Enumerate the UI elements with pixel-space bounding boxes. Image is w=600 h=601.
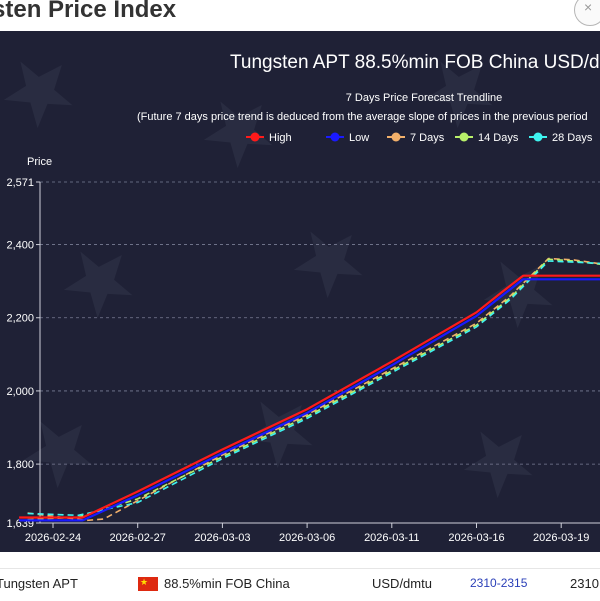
legend-label: High <box>269 132 292 144</box>
page-header: sten Price Index × <box>0 0 600 30</box>
x-tick-label: 2026-02-27 <box>110 532 166 544</box>
legend-marker <box>459 132 469 142</box>
price-chart: Tungsten APT 88.5%min FOB China USD/dm 7… <box>3 52 600 544</box>
x-tick-label: 2026-02-24 <box>25 532 81 544</box>
series-line-low <box>19 278 600 522</box>
x-tick-label: 2026-03-06 <box>279 532 335 544</box>
legend-label: Low <box>349 132 369 144</box>
y-tick-label: 2,571 <box>6 177 34 189</box>
close-icon: × <box>584 0 593 15</box>
x-axis-ticks: 2026-02-24 2026-02-27 2026-03-03 2026-03-06… <box>25 523 589 544</box>
close-button[interactable]: × <box>574 0 600 26</box>
legend-marker <box>391 132 401 142</box>
series-layer <box>19 257 600 522</box>
series-line-28-days <box>27 260 600 517</box>
y-tick-label: 2,000 <box>6 386 34 398</box>
watermark-star-icon <box>3 61 73 129</box>
series-line-high <box>19 274 600 519</box>
x-tick-label: 2026-03-19 <box>533 532 589 544</box>
watermark <box>203 101 273 169</box>
y-tick-label: 2,200 <box>6 313 34 325</box>
legend-item[interactable]: 14 Days <box>455 132 519 144</box>
x-tick-label: 2026-03-03 <box>194 532 250 544</box>
china-flag-icon: ★ <box>138 577 158 591</box>
legend-item[interactable]: 7 Days <box>387 132 445 144</box>
legend-marker <box>250 132 260 142</box>
price-info-row: Tungsten APT ★ 88.5%min FOB China USD/dm… <box>0 568 600 601</box>
watermark-star-icon <box>293 231 363 299</box>
watermark <box>463 431 533 499</box>
chart-note: (Future 7 days price trend is deduced fr… <box>137 111 588 123</box>
legend-label: 14 Days <box>478 132 519 144</box>
grid <box>39 181 600 524</box>
x-tick-label: 2026-03-16 <box>448 532 504 544</box>
legend-item[interactable]: Low <box>326 132 369 144</box>
chart-subtitle: 7 Days Price Forecast Trendline <box>346 92 503 104</box>
watermark <box>63 251 133 319</box>
legend-item[interactable]: 28 Days <box>529 132 593 144</box>
watermark-star-icon <box>483 261 553 329</box>
price-range-link[interactable]: 2310-2315 <box>470 576 528 590</box>
watermark-star-icon <box>423 61 493 129</box>
product-name: Tungsten APT <box>0 576 78 591</box>
legend-marker <box>330 132 340 142</box>
chart-title: Tungsten APT 88.5%min FOB China USD/dm <box>230 52 600 73</box>
watermark <box>483 261 553 329</box>
product-spec: 88.5%min FOB China <box>164 576 290 591</box>
x-tick-label: 2026-03-11 <box>364 532 419 544</box>
series-line-7-days <box>27 257 600 522</box>
page-title: sten Price Index <box>0 0 177 23</box>
watermark-star-icon <box>203 101 273 169</box>
y-tick-label: 1,800 <box>6 459 34 471</box>
legend-marker <box>533 132 543 142</box>
chart-container: Tungsten APT 88.5%min FOB China USD/dm 7… <box>0 31 600 552</box>
legend: High Low 7 Days 14 Days 28 Days <box>246 132 593 144</box>
watermark <box>3 61 73 129</box>
legend-label: 7 Days <box>410 132 445 144</box>
watermark-star-icon <box>463 431 533 499</box>
legend-item[interactable]: High <box>246 132 292 144</box>
watermark-star-icon <box>23 421 93 489</box>
watermark <box>423 61 493 129</box>
price-value: 2310 <box>570 576 599 591</box>
watermark-star-icon <box>63 251 133 319</box>
y-tick-label: 2,400 <box>6 240 34 252</box>
price-unit: USD/dmtu <box>372 576 432 591</box>
watermark <box>293 231 363 299</box>
y-axis-title: Price <box>27 156 52 168</box>
legend-label: 28 Days <box>552 132 593 144</box>
watermark <box>23 421 93 489</box>
